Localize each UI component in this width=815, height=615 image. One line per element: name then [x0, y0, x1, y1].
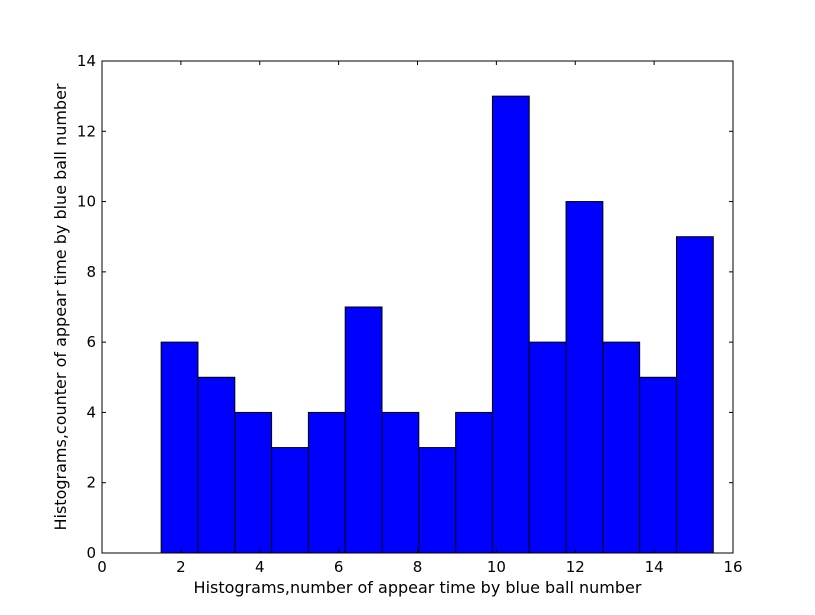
plot-frame: [101, 60, 734, 554]
histogram-bar: [528, 341, 567, 554]
histogram-bar: [639, 376, 677, 554]
x-tick-label: 2: [176, 558, 186, 576]
y-axis-label: Histograms,counter of appear time by blu…: [51, 83, 70, 530]
x-axis-label: Histograms,number of appear time by blue…: [194, 578, 642, 597]
histogram-bar: [418, 447, 457, 554]
histogram-bar: [565, 201, 604, 554]
histogram-bar: [675, 236, 714, 554]
histogram-bar: [234, 411, 273, 554]
histogram-bar: [455, 411, 493, 554]
y-tick-label: 0: [86, 544, 96, 562]
histogram-bar: [602, 341, 641, 554]
histogram-bar: [307, 411, 346, 554]
histogram-bar: [344, 306, 383, 554]
y-tick-label: 8: [86, 263, 96, 281]
histogram-bar: [271, 447, 309, 554]
histogram-bar: [491, 95, 530, 554]
tick-labels-group: 0 2 4 6 8 10 12 14 16 0 2 4 6 8 10 12 14: [77, 52, 743, 576]
histogram-bar: [197, 376, 236, 554]
x-tick-label: 10: [487, 558, 506, 576]
x-tick-label: 12: [566, 558, 585, 576]
x-tick-label: 14: [645, 558, 664, 576]
y-tick-label: 4: [86, 403, 96, 421]
x-tick-label: 0: [97, 558, 107, 576]
histogram-bar: [160, 341, 199, 554]
x-tick-label: 4: [255, 558, 265, 576]
x-tick-label: 8: [413, 558, 423, 576]
y-tick-label: 12: [77, 122, 96, 140]
y-tick-label: 6: [86, 333, 96, 351]
y-tick-label: 10: [77, 193, 96, 211]
y-tick-label: 14: [77, 52, 96, 70]
histogram-bar: [381, 411, 420, 554]
x-tick-label: 6: [334, 558, 344, 576]
y-tick-label: 2: [86, 474, 96, 492]
bars-group: [160, 95, 714, 554]
x-tick-label: 16: [723, 558, 742, 576]
